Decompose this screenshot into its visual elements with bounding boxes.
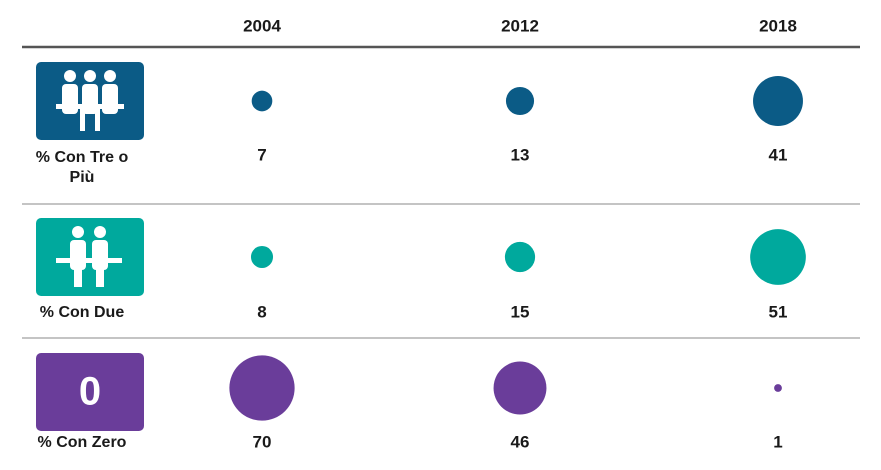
row-icon	[36, 62, 144, 140]
bubble	[493, 361, 547, 415]
row-name: % Con Due	[39, 304, 125, 321]
value-label: 8	[257, 302, 266, 321]
icon-shape	[95, 109, 100, 131]
icon-shape	[84, 70, 96, 82]
row-name: % Con Tre o Più	[35, 149, 129, 186]
column-header: 2018	[759, 16, 797, 35]
bubble	[251, 90, 273, 112]
icon-shape	[72, 226, 84, 238]
value-label: 1	[773, 432, 782, 451]
value-label: 7	[257, 145, 266, 164]
row-icon: 0	[36, 353, 144, 431]
icon-shape	[102, 84, 118, 114]
icon-shape	[62, 84, 78, 114]
value-label: 13	[511, 145, 530, 164]
bubble	[750, 229, 806, 285]
bubble	[774, 384, 782, 392]
icon-box	[36, 353, 144, 431]
icon-shape	[104, 70, 116, 82]
icon-text: 0	[79, 370, 101, 414]
icon-shape	[80, 109, 85, 131]
row-icon	[36, 218, 144, 296]
icon-shape	[64, 70, 76, 82]
column-header: 2012	[501, 16, 539, 35]
icon-shape	[56, 258, 122, 263]
value-label: 46	[511, 432, 530, 451]
bubble	[505, 86, 535, 116]
icon-shape	[96, 263, 104, 287]
row-name: % Con Zero	[37, 434, 127, 451]
column-header: 2004	[243, 16, 281, 35]
bubble	[504, 241, 536, 273]
value-label: 15	[511, 302, 530, 321]
value-label: 51	[769, 302, 788, 321]
value-label: 70	[253, 432, 272, 451]
bubble	[229, 355, 295, 421]
icon-shape	[56, 104, 124, 109]
icon-box	[36, 218, 144, 296]
bubble	[753, 76, 803, 126]
icon-shape	[94, 226, 106, 238]
bubble	[250, 245, 274, 269]
value-label: 41	[769, 145, 788, 164]
icon-shape	[74, 263, 82, 287]
